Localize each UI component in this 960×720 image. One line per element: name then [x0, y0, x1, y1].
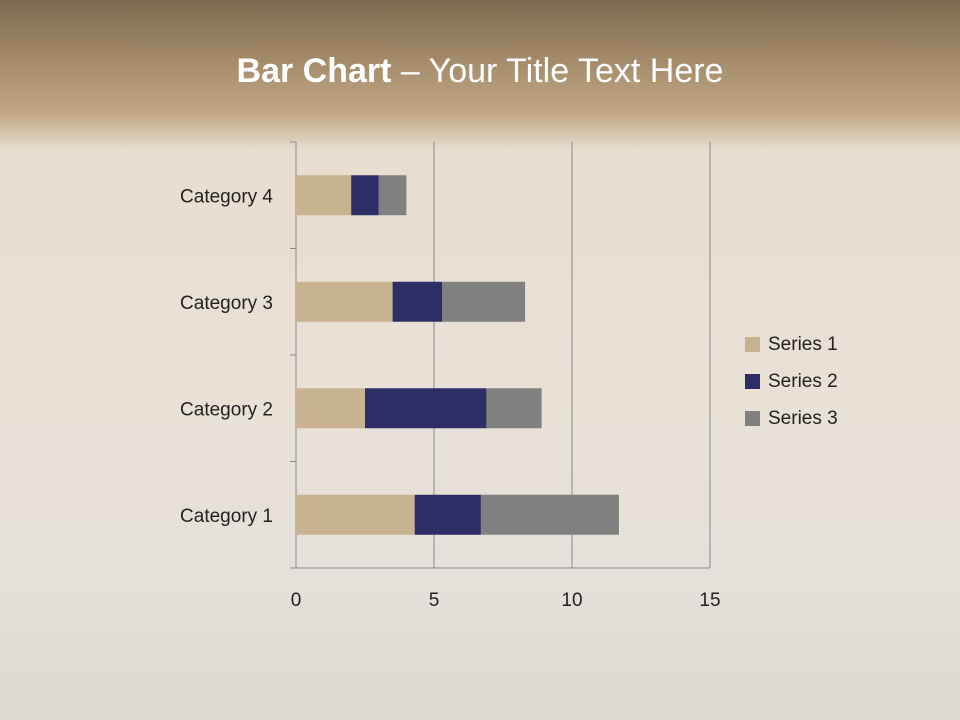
legend-item: Series 3 [745, 400, 838, 437]
category-label: Category 2 [180, 399, 273, 420]
legend-label: Series 3 [768, 407, 838, 429]
title-band [0, 0, 960, 150]
bar-series-2 [414, 494, 481, 535]
bar-series-2 [392, 281, 443, 322]
x-tick-label: 10 [561, 590, 582, 611]
bar-series-3 [378, 175, 407, 216]
legend-item: Series 1 [745, 326, 838, 363]
legend-item: Series 2 [745, 363, 838, 400]
category-label: Category 4 [180, 186, 273, 207]
bar-series-3 [480, 494, 619, 535]
x-tick-label: 15 [699, 590, 720, 611]
legend-label: Series 1 [768, 333, 838, 355]
category-label: Category 3 [180, 293, 273, 314]
legend: Series 1 Series 2 Series 3 [745, 326, 838, 437]
legend-swatch [745, 337, 760, 352]
bar-series-3 [486, 388, 542, 429]
legend-label: Series 2 [768, 370, 838, 392]
bar-series-1 [296, 388, 365, 429]
bar-series-2 [365, 388, 487, 429]
bar-series-1 [296, 175, 352, 216]
legend-swatch [745, 411, 760, 426]
x-tick-label: 5 [429, 590, 440, 611]
x-tick-label: 0 [291, 590, 302, 611]
title-bold: Bar Chart [236, 52, 392, 90]
bar-series-1 [296, 494, 415, 535]
legend-swatch [745, 374, 760, 389]
category-label: Category 1 [180, 506, 273, 527]
bar-series-1 [296, 281, 393, 322]
bar-series-3 [442, 281, 526, 322]
title-rest: – Your Title Text Here [391, 52, 724, 90]
slide-title: Bar Chart – Your Title Text Here [0, 52, 960, 91]
bar-series-2 [351, 175, 379, 216]
